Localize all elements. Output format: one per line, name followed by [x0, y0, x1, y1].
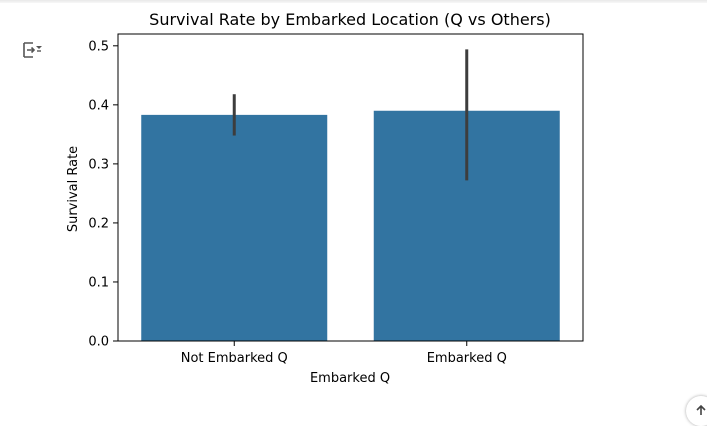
y-tick-label-5: 0.5 [88, 39, 109, 54]
bars-group [141, 110, 560, 341]
y-tick-label-2: 0.2 [88, 216, 109, 231]
scroll-to-top-button[interactable] [686, 396, 707, 426]
arrow-up-icon [696, 404, 706, 415]
x-tick-label-1: Embarked Q [427, 351, 507, 366]
chart-title: Survival Rate by Embarked Location (Q vs… [149, 10, 551, 29]
x-axis-label: Embarked Q [310, 371, 390, 386]
y-tick-label-3: 0.3 [88, 157, 109, 172]
y-tick-label-4: 0.4 [88, 98, 109, 113]
x-axis-ticks: Not Embarked Q Embarked Q [181, 341, 507, 366]
bar-chart: Survival Rate by Embarked Location (Q vs… [66, 10, 584, 386]
output-toggle-icon[interactable] [20, 40, 44, 60]
y-tick-label-1: 0.1 [88, 275, 109, 290]
x-tick-label-0: Not Embarked Q [181, 351, 288, 366]
y-tick-label-0: 0.0 [88, 335, 109, 350]
y-axis-ticks: 0.0 0.1 0.2 0.3 0.4 0.5 [88, 39, 118, 350]
plot-frame [117, 33, 584, 342]
errorbars-group [232, 49, 469, 181]
y-axis-label: Survival Rate [66, 146, 81, 232]
cell-top-border [0, 0, 707, 3]
bar-0 [141, 114, 328, 341]
